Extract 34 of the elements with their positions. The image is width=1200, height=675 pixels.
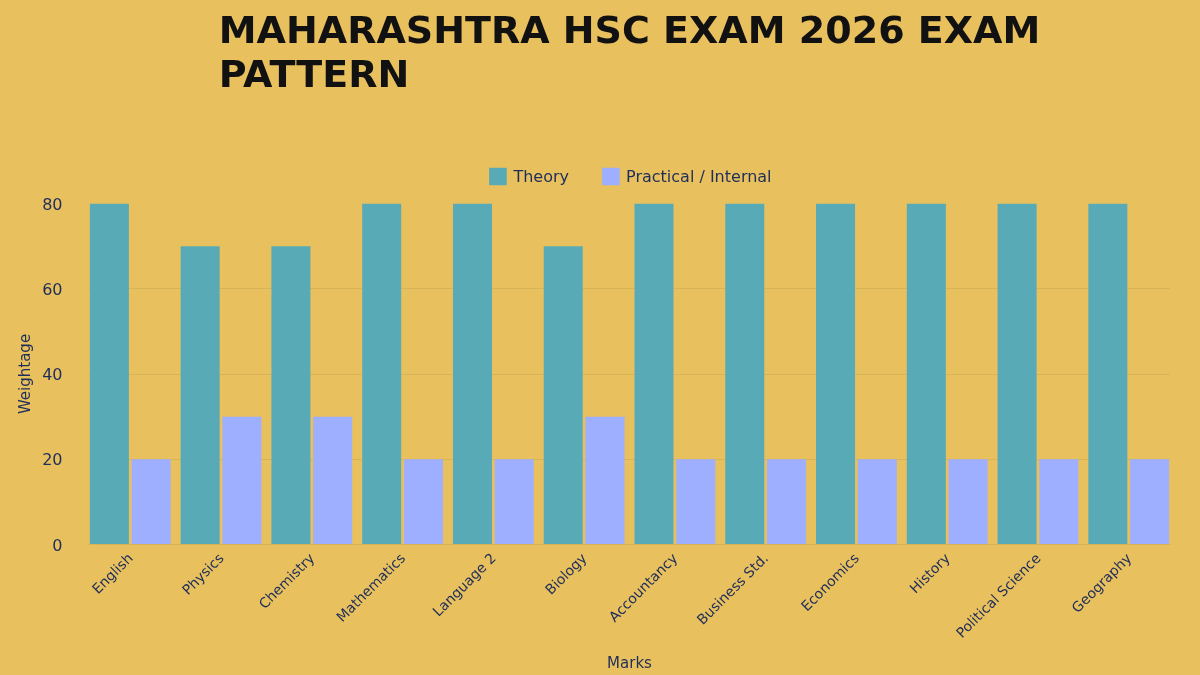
chart-title: MAHARASHTRA HSC EXAM 2026 EXAM PATTERN [218, 7, 1041, 96]
bar [543, 246, 583, 545]
bar [857, 459, 897, 545]
x-axis-title: Marks [607, 654, 653, 673]
bar [222, 416, 262, 545]
bar [997, 203, 1037, 545]
bar [362, 203, 402, 545]
y-tick-label: 60 [42, 279, 63, 299]
bar [585, 416, 625, 545]
y-tick-label: 80 [42, 194, 63, 214]
y-tick-label: 40 [42, 365, 63, 384]
legend-label: Practical / Internal [626, 166, 772, 186]
bar [676, 459, 716, 545]
bar [494, 459, 534, 545]
y-tick-label: 20 [42, 450, 63, 470]
bar [634, 203, 674, 545]
bar [1130, 459, 1170, 545]
bar [725, 203, 765, 545]
bar [767, 459, 807, 545]
bar [1039, 459, 1079, 545]
bar [271, 246, 311, 545]
legend-label: Theory [513, 166, 570, 186]
bar [131, 459, 171, 545]
bar [948, 459, 988, 545]
bar [403, 459, 443, 545]
bar [1088, 203, 1128, 545]
bar [89, 203, 129, 545]
bar [452, 203, 492, 545]
bar [816, 203, 856, 545]
bar [180, 246, 220, 545]
bar [906, 203, 946, 545]
y-tick-label: 0 [52, 535, 63, 555]
y-axis-title: Weightage [16, 333, 35, 415]
bar [313, 416, 353, 545]
